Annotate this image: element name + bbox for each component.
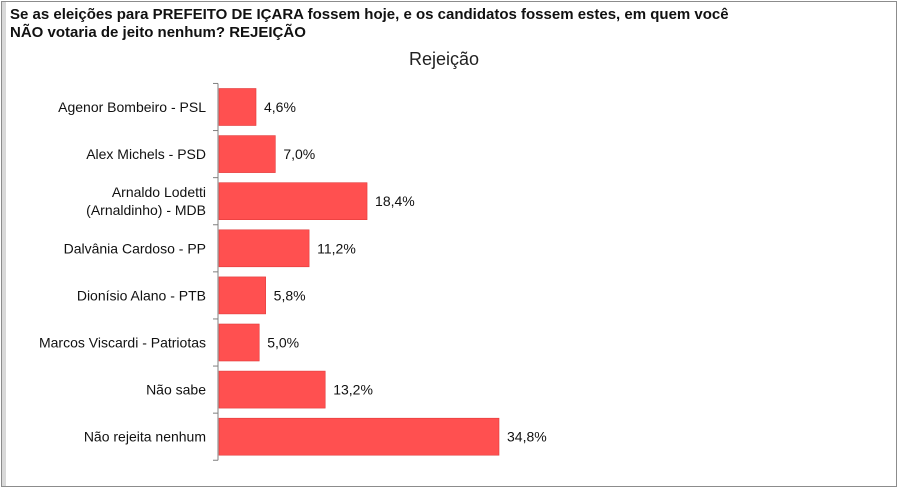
category-label: Agenor Bombeiro - PSL	[58, 99, 206, 115]
bar	[218, 229, 310, 268]
data-label: 11,2%	[317, 240, 356, 256]
category-label: Não rejeita nenhum	[84, 429, 206, 445]
bar	[218, 135, 276, 173]
bar	[218, 182, 368, 220]
category-label-line: Agenor Bombeiro - PSL	[58, 99, 206, 115]
chart-title: Rejeição	[408, 49, 480, 69]
question-text: Se as eleições para PREFEITO DE IÇARA fo…	[10, 6, 890, 42]
data-label: 34,8%	[507, 429, 547, 445]
bar	[218, 276, 266, 315]
category-label: Alex Michels - PSD	[86, 146, 206, 162]
category-label-line: Dalvânia Cardoso - PP	[64, 240, 206, 256]
data-label: 5,8%	[274, 287, 306, 303]
question-line-1: Se as eleições para PREFEITO DE IÇARA fo…	[10, 6, 729, 23]
data-label: 13,2%	[333, 382, 373, 398]
data-label: 7,0%	[283, 146, 315, 162]
category-label-line: Marcos Viscardi - Patriotas	[39, 335, 206, 351]
question-line-2: NÃO votaria de jeito nenhum? REJEIÇÃO	[10, 24, 306, 41]
bar	[218, 417, 500, 456]
category-label: Dalvânia Cardoso - PP	[64, 240, 206, 256]
frame-left-shade	[2, 2, 6, 486]
category-label-line: Dionísio Alano - PTB	[77, 287, 206, 303]
category-label: Não sabe	[146, 382, 206, 398]
data-label: 18,4%	[375, 193, 415, 209]
category-label-line: Não rejeita nenhum	[84, 429, 206, 445]
category-label-line: Arnaldo Lodetti	[112, 184, 206, 200]
data-label: 4,6%	[264, 99, 296, 115]
bar	[218, 323, 260, 362]
category-label-line: Não sabe	[146, 382, 206, 398]
category-label: Dionísio Alano - PTB	[77, 287, 206, 303]
category-label: Arnaldo Lodetti (Arnaldinho) - MDB	[86, 184, 206, 218]
bar	[218, 370, 326, 409]
category-label-line: (Arnaldinho) - MDB	[86, 202, 206, 218]
data-label: 5,0%	[267, 335, 299, 351]
bar	[218, 88, 257, 126]
category-label-line: Alex Michels - PSD	[86, 146, 206, 162]
category-label: Marcos Viscardi - Patriotas	[39, 335, 206, 351]
